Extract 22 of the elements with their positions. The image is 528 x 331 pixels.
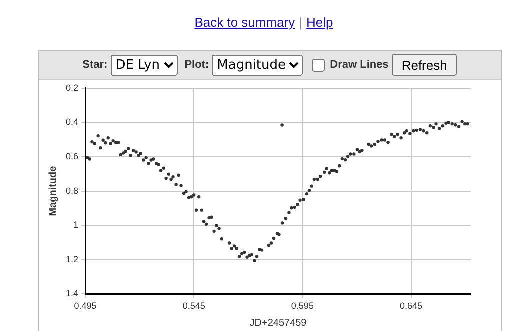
y-tick-label: 0.2 [66, 82, 79, 93]
y-tick-label: 1.2 [66, 254, 79, 264]
y-axis-title: Magnitude [48, 166, 59, 216]
y-tick-label: 1 [73, 220, 79, 230]
y-tick-label: 0.4 [66, 117, 79, 128]
y-tick-label: 0.8 [66, 186, 79, 196]
text: Magnitude [212, 54, 304, 76]
text: DE Lyn [110, 54, 178, 76]
x-tick-label: 0.645 [400, 301, 423, 312]
x-tick-label: 0.495 [74, 301, 97, 312]
text: Star: [82, 59, 108, 71]
x-tick-label: 0.595 [291, 301, 314, 312]
y-tick-label: 0.6 [66, 151, 79, 162]
text: Refresh [392, 54, 458, 76]
x-tick-label: 0.545 [182, 301, 206, 312]
text: Draw Lines [330, 59, 389, 71]
text: | [299, 15, 303, 30]
text: Plot: [184, 59, 210, 71]
x-axis-title: JD+2457459 [250, 318, 308, 329]
text: Help [306, 15, 334, 30]
text: Back to summary [194, 15, 296, 30]
y-tick-label: 1.4 [66, 288, 79, 299]
